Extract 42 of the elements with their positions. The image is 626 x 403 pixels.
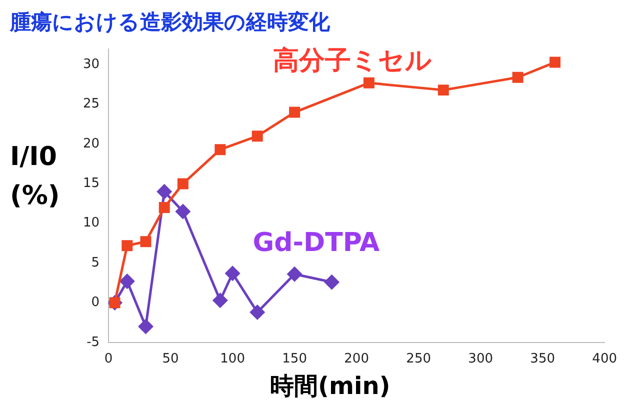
- point: [214, 144, 226, 156]
- x-tick-label: 50: [162, 352, 179, 367]
- series-label: Gd-DTPA: [252, 228, 380, 258]
- point: [157, 184, 172, 199]
- point: [212, 293, 228, 308]
- chart-title: 腫瘍における造影効果の経時変化: [10, 9, 330, 36]
- point: [549, 56, 560, 68]
- x-tick-label: 300: [468, 352, 493, 367]
- series-label: 高分子ミセル: [272, 46, 432, 76]
- point: [252, 130, 263, 142]
- x-tick-label: 0: [104, 352, 113, 367]
- x-tick-label: 150: [282, 352, 307, 367]
- point: [324, 274, 340, 290]
- point: [138, 319, 153, 334]
- point: [177, 178, 188, 190]
- y-tick-label: 30: [82, 57, 100, 72]
- point: [438, 84, 449, 96]
- x-tick-label: 250: [406, 352, 431, 367]
- point: [363, 77, 374, 88]
- y-tick-label: 0: [91, 295, 100, 310]
- y-tick-label: 15: [82, 176, 100, 192]
- y-tick-label: 20: [82, 136, 100, 152]
- point: [120, 274, 134, 289]
- y-tick-label: -5: [86, 334, 100, 350]
- y-axis-title: I/I0 (%): [10, 141, 60, 213]
- point: [122, 240, 133, 252]
- point: [250, 304, 265, 320]
- point: [512, 72, 524, 83]
- y-tick-label: 5: [91, 255, 100, 270]
- point: [158, 202, 170, 213]
- y-tick-label: 25: [82, 96, 100, 112]
- x-tick-label: 400: [592, 352, 618, 367]
- x-tick-label: 100: [220, 352, 245, 367]
- x-tick-label: 350: [530, 352, 555, 367]
- x-tick-label: 200: [344, 352, 369, 367]
- point: [176, 204, 190, 219]
- point: [287, 266, 302, 282]
- point: [289, 106, 300, 118]
- x-axis-title: 時間(min): [270, 371, 390, 402]
- y-tick-label: 10: [82, 216, 100, 231]
- point: [225, 266, 240, 281]
- point: [140, 236, 152, 248]
